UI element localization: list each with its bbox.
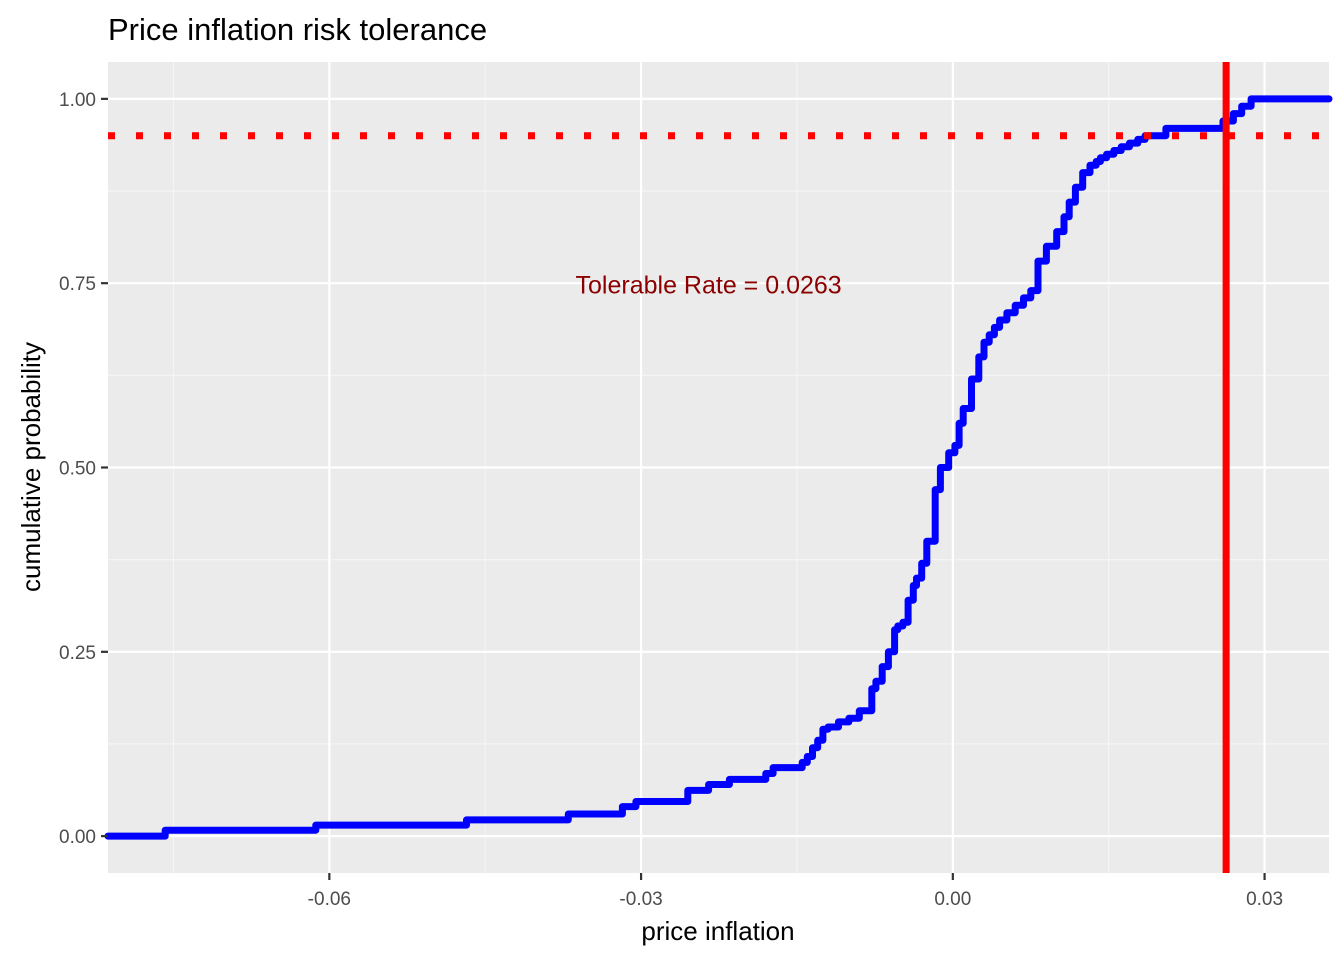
y-axis-title: cumulative probability — [16, 342, 46, 592]
y-tick-label: 0.00 — [59, 827, 96, 848]
y-axis-ticks: 0.00 0.25 0.50 0.75 1.00 — [59, 90, 108, 848]
x-tick-label: 0.00 — [934, 889, 971, 910]
y-tick-label: 1.00 — [59, 90, 96, 111]
series-layer — [104, 95, 1333, 840]
y-tick-label: 0.75 — [59, 274, 96, 295]
x-axis-ticks: -0.06 -0.03 0.00 0.03 — [308, 873, 1283, 910]
cdf-step-line — [104, 95, 1333, 840]
y-tick-label: 0.50 — [59, 459, 96, 480]
y-tick-label: 0.25 — [59, 643, 96, 664]
major-gridlines — [108, 62, 1329, 873]
chart-title: Price inflation risk tolerance — [108, 12, 487, 47]
reference-lines — [108, 62, 1329, 873]
x-tick-label: -0.03 — [619, 889, 662, 910]
x-tick-label: -0.06 — [308, 889, 351, 910]
x-tick-label: 0.03 — [1246, 889, 1283, 910]
x-axis-title: price inflation — [641, 916, 794, 946]
tolerable-rate-annotation: Tolerable Rate = 0.0263 — [576, 272, 842, 300]
